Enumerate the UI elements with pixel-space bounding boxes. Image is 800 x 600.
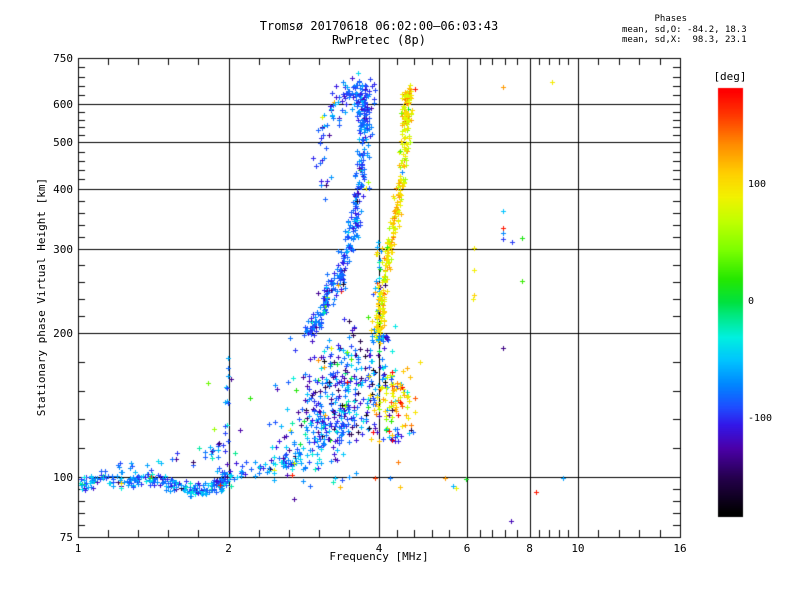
y-tick-label-100: 100: [53, 471, 73, 485]
y-tick-label-75: 75: [59, 531, 73, 544]
x-tick-label-8: 8: [526, 542, 533, 555]
y-tick-label-300: 300: [53, 242, 73, 256]
colorbar-tick-label-100: 100: [748, 179, 767, 191]
phase-stats-block: Phases mean, sd,O: -84.2, 18.3 mean, sd,X:…: [622, 14, 747, 46]
y-tick-label-500: 500: [53, 136, 73, 150]
page-title: Tromsø 20170618 06:02:00–06:03:43: [259, 19, 499, 33]
phase-stats-heading: Phases: [622, 14, 688, 24]
phase-stats-o: mean, sd,O: -84.2, 18.3: [622, 24, 747, 35]
y-axis-label: Stationary phase Virtual Height [km]: [34, 177, 48, 417]
colorbar-tick-label-0: 0: [748, 296, 755, 307]
x-tick-label-1: 1: [74, 542, 82, 555]
page-subtitle: RwPretec (8p): [332, 33, 426, 47]
x-tick-label-2: 2: [225, 542, 232, 555]
y-tick-label-200: 200: [53, 326, 73, 340]
phase-stats-x: mean, sd,X: 98.3, 23.1: [622, 35, 747, 45]
colorbar-tick-label--100: -100: [748, 412, 773, 424]
y-tick-label-750: 750: [53, 52, 73, 65]
colorbar-label: [deg]: [713, 70, 747, 83]
x-tick-label-10: 10: [571, 542, 585, 555]
x-axis-label: Frequency [MHz]: [329, 550, 429, 563]
x-tick-label-4: 4: [375, 542, 383, 555]
y-tick-label-600: 600: [53, 98, 73, 112]
x-tick-label-6: 6: [463, 542, 471, 555]
x-tick-label-16: 16: [673, 542, 687, 555]
y-tick-label-400: 400: [53, 182, 73, 196]
